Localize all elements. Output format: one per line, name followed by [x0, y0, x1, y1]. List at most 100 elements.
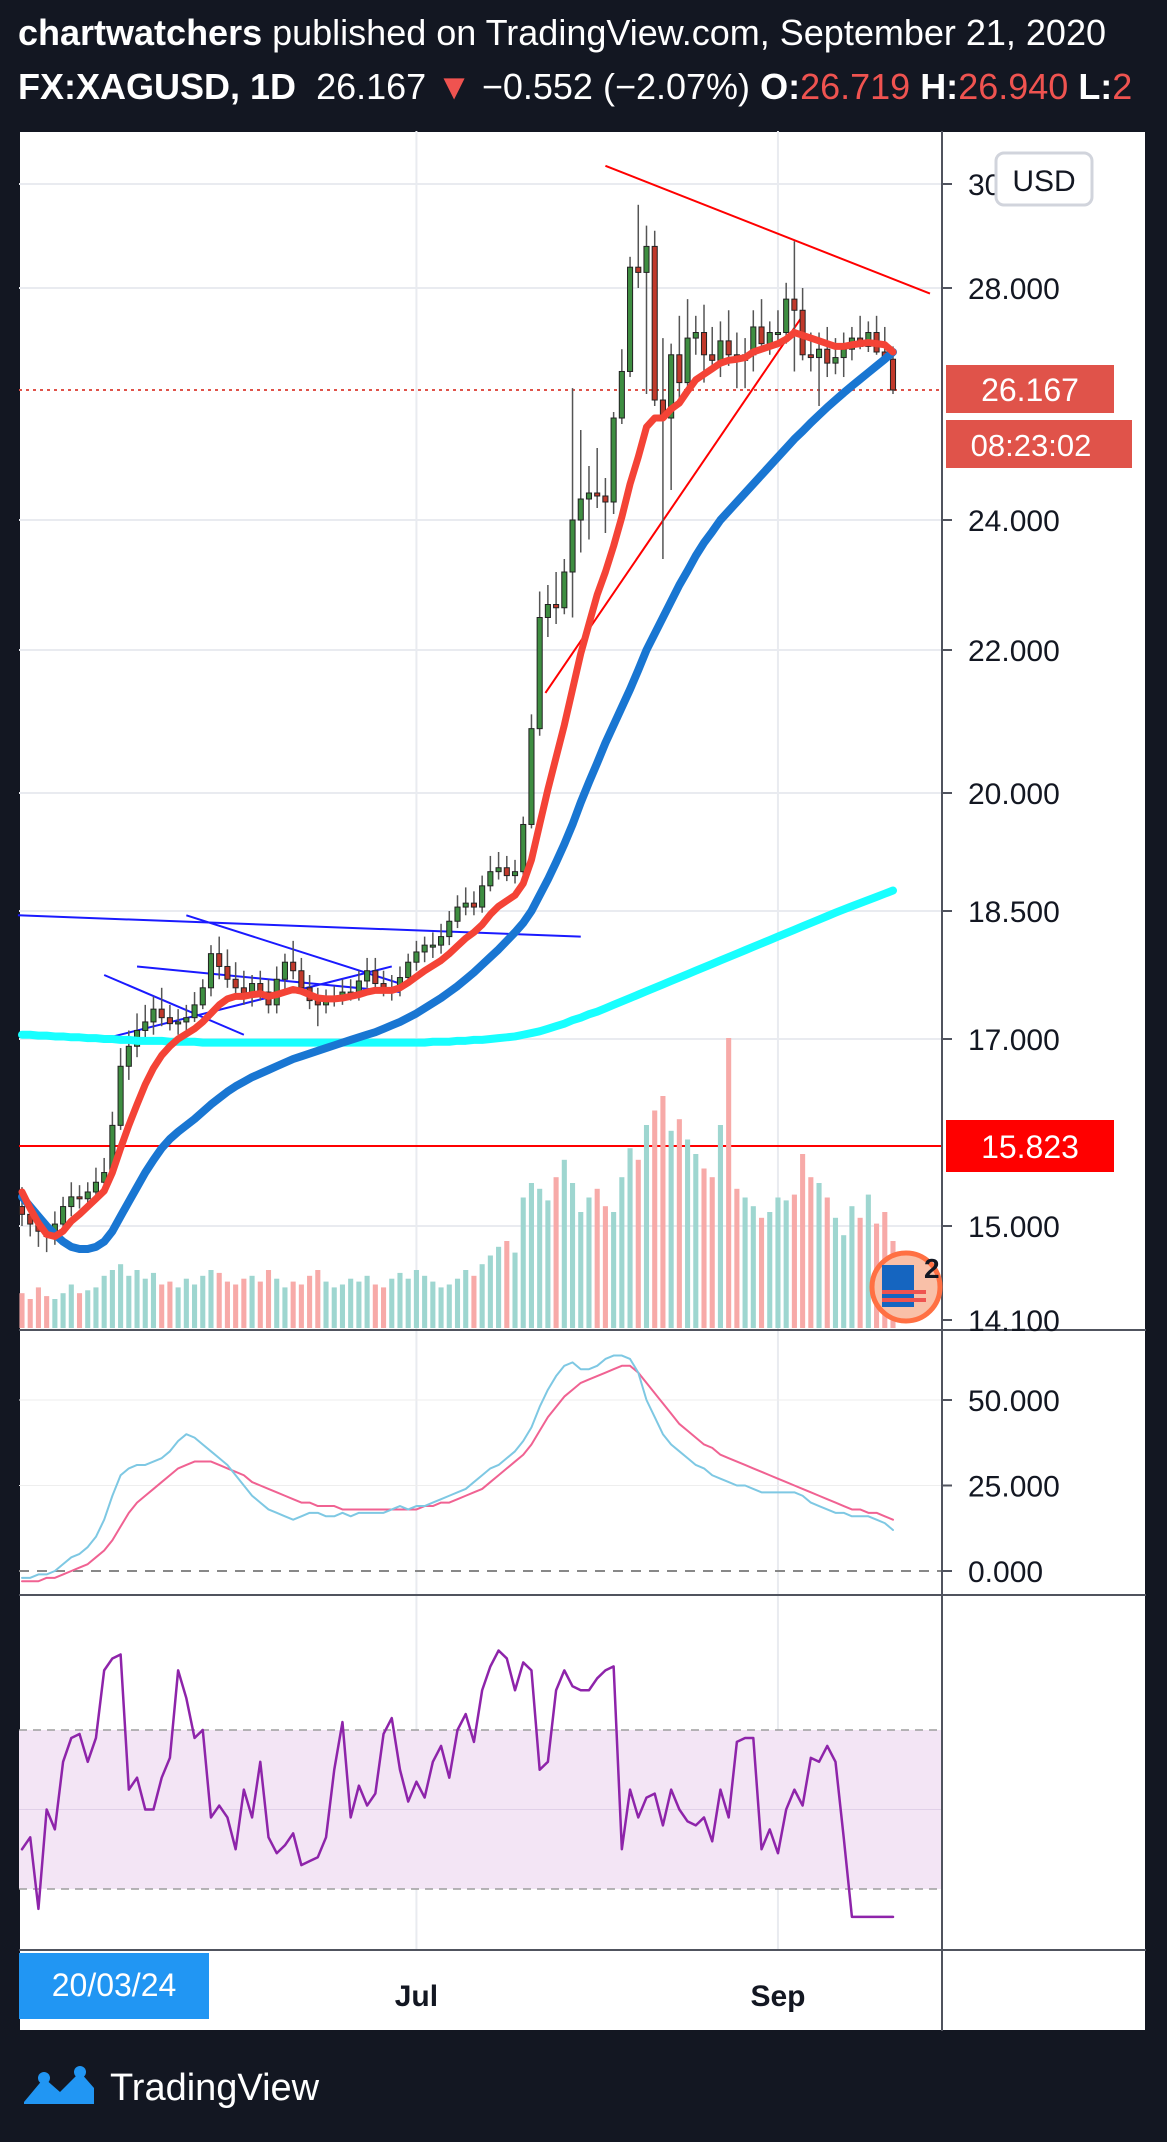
high-label: H:	[920, 66, 959, 107]
volume-bar	[553, 1177, 559, 1328]
candle-body	[602, 495, 609, 503]
candle-body	[832, 357, 839, 364]
high-value: 26.940	[958, 66, 1069, 107]
candle-body	[635, 266, 642, 273]
candle-body	[191, 1004, 198, 1019]
volume-bar	[841, 1235, 847, 1328]
y-tick-label: 20.000	[968, 778, 1060, 811]
candle	[429, 932, 436, 958]
volume-bar	[68, 1284, 74, 1328]
candle-body	[429, 944, 436, 948]
volume-bar	[479, 1264, 485, 1328]
candle-body	[175, 1021, 182, 1025]
volume-bar	[685, 1139, 691, 1328]
low-label: L:	[1078, 66, 1113, 107]
candle-body	[692, 332, 699, 339]
volume-bar	[775, 1197, 781, 1328]
volume-bar	[183, 1278, 189, 1328]
volume-bar	[27, 1299, 33, 1328]
candle-body	[125, 1045, 132, 1067]
last-price: 26.167	[316, 66, 427, 107]
volume-bar	[569, 1183, 576, 1328]
volume-bar	[307, 1275, 313, 1328]
price-change: −0.552 (−2.07%)	[481, 66, 751, 107]
candle	[783, 282, 790, 344]
us-flag-icon[interactable]: 2	[869, 1250, 943, 1324]
candle	[536, 591, 543, 736]
volume-bar	[323, 1281, 329, 1328]
volume-bar	[660, 1096, 666, 1328]
y-tick-label: 24.000	[968, 505, 1060, 538]
symbol-label[interactable]: FX:XAGUSD, 1D	[18, 66, 297, 107]
candle	[479, 875, 486, 913]
candle-body	[783, 298, 790, 334]
candle-body	[520, 823, 527, 873]
volume-bar	[726, 1038, 732, 1328]
candle	[676, 315, 683, 407]
candle	[117, 1048, 124, 1130]
tradingview-brand[interactable]: TradingView	[110, 2066, 320, 2109]
candle-body	[684, 337, 691, 384]
volume-bar	[742, 1197, 748, 1328]
volume-bar	[44, 1296, 50, 1328]
volume-bar	[372, 1284, 378, 1328]
volume-bar	[520, 1197, 526, 1328]
date-tag-text: 20/03/24	[52, 1967, 177, 2003]
candle-body	[668, 354, 675, 419]
countdown-tag-text: 08:23:02	[971, 428, 1092, 463]
volume-bar	[652, 1110, 658, 1328]
volume-bar	[413, 1270, 419, 1328]
candle-body	[791, 298, 798, 311]
candle-body	[889, 358, 897, 391]
candle-body	[281, 961, 288, 980]
candle	[618, 349, 625, 425]
candle	[585, 466, 593, 540]
candle-body	[495, 867, 502, 873]
volume-bar	[356, 1281, 362, 1328]
candle-body	[585, 492, 593, 500]
volume-bar	[668, 1130, 674, 1328]
volume-bar	[545, 1200, 551, 1328]
candle-body	[364, 970, 371, 982]
volume-bar	[709, 1177, 715, 1328]
volume-bar	[389, 1278, 395, 1328]
volume-bar	[167, 1281, 173, 1328]
candle-body	[454, 906, 461, 922]
author-name[interactable]: chartwatchers	[18, 12, 263, 53]
candle	[158, 987, 165, 1027]
candle-body	[774, 332, 782, 336]
volume-bar	[635, 1159, 641, 1328]
volume-bars	[19, 1038, 896, 1328]
volume-bar	[717, 1125, 723, 1328]
candle	[561, 559, 568, 615]
candle-body	[553, 604, 560, 609]
trendline	[17, 914, 581, 938]
volume-bar	[857, 1217, 863, 1328]
candle	[232, 962, 239, 997]
volume-bar	[816, 1183, 822, 1328]
candle	[175, 1009, 182, 1035]
volume-bar	[438, 1287, 444, 1328]
volume-bar	[290, 1281, 296, 1328]
candle-body	[68, 1196, 75, 1208]
tradingview-logo-icon[interactable]	[20, 2066, 98, 2110]
candle-body	[594, 492, 601, 497]
candle-body	[815, 348, 823, 359]
volume-bar	[528, 1183, 535, 1328]
candle	[577, 430, 584, 553]
footer: TradingView	[20, 2066, 319, 2110]
candle-body	[446, 920, 453, 938]
candle	[774, 310, 782, 344]
currency-label: USD	[1012, 165, 1075, 198]
volume-bar	[233, 1284, 239, 1328]
candle	[791, 241, 798, 372]
ema-fast-line	[18, 329, 897, 1240]
volume-bar	[602, 1206, 608, 1328]
candle-body	[643, 245, 650, 273]
volume-bar	[487, 1255, 493, 1328]
currency-button[interactable]: USD	[994, 151, 1094, 207]
candle	[635, 204, 642, 288]
x-tick-label: Sep	[750, 1980, 805, 2013]
symbol-header: FX:XAGUSD, 1D 26.167 ▼ −0.552 (−2.07%) O…	[18, 66, 1132, 108]
